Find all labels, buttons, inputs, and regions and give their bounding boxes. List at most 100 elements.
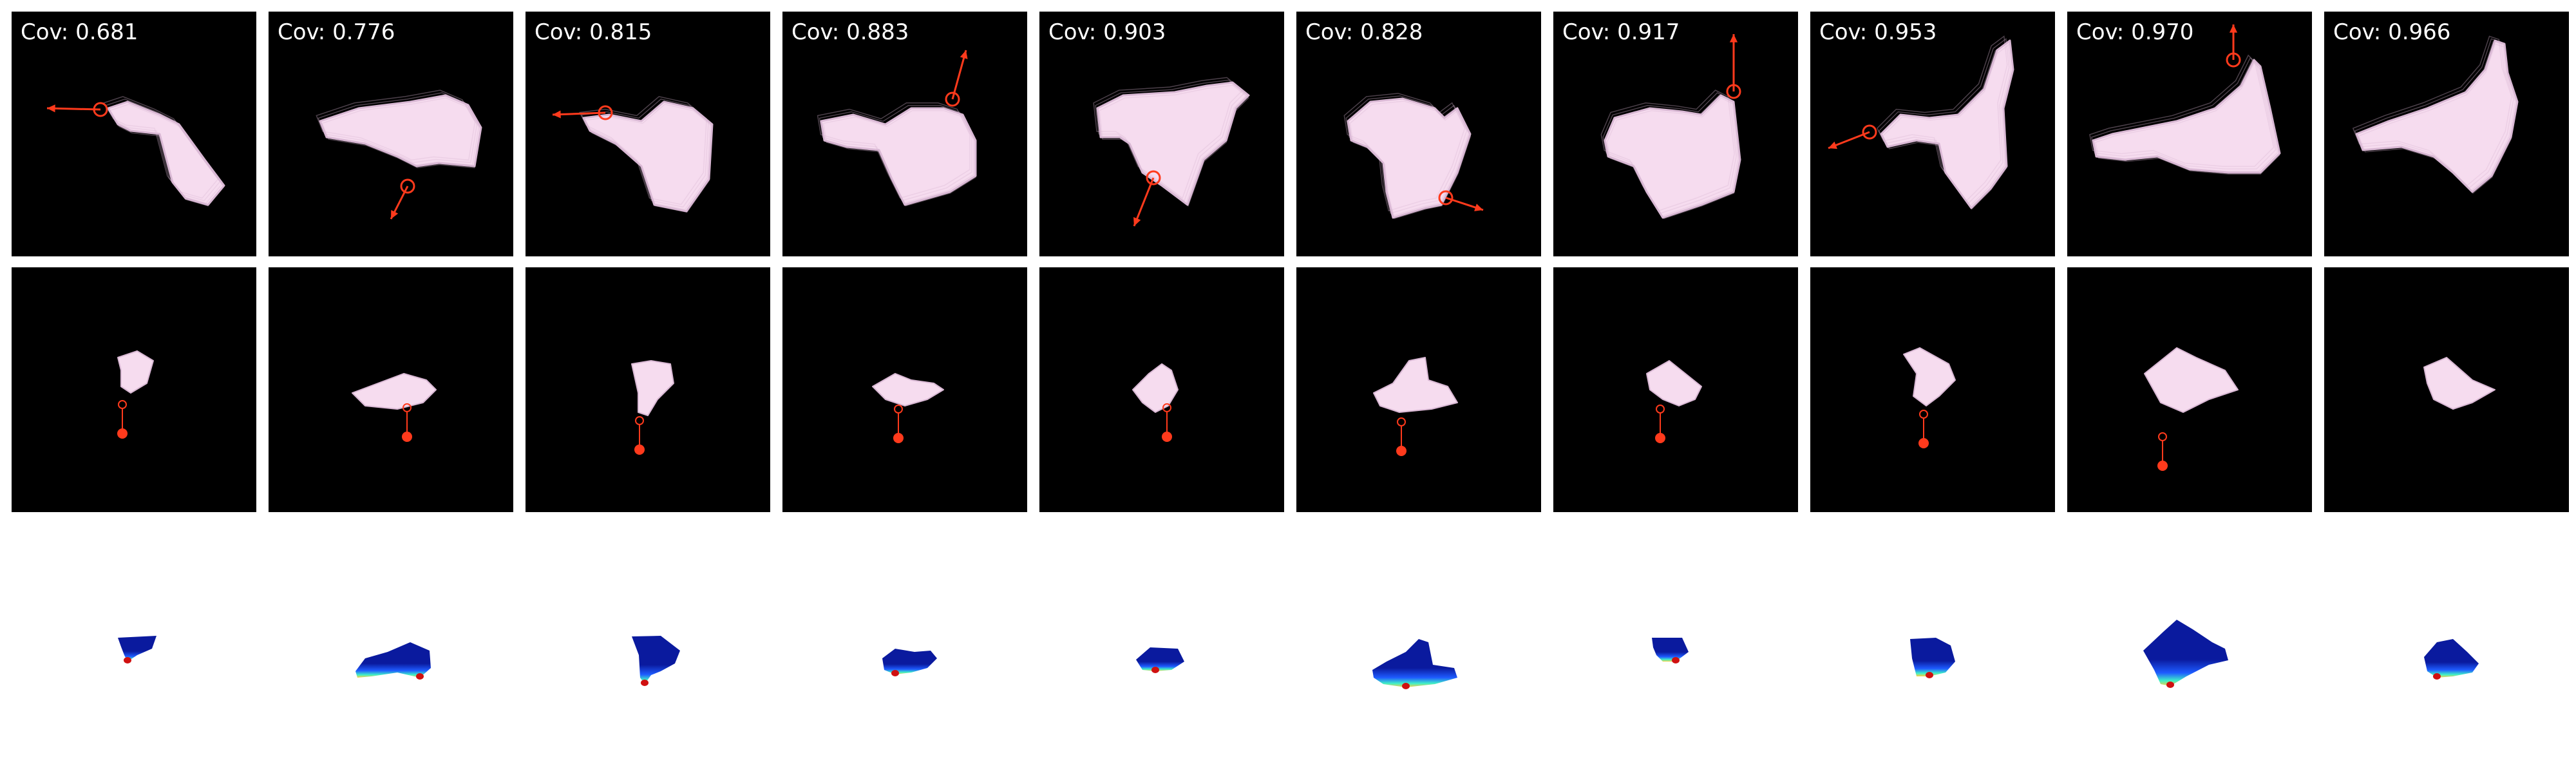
place-point <box>634 444 645 455</box>
depth-heatmap <box>2143 620 2228 688</box>
place-point <box>1918 438 1929 448</box>
heatmap-hotspot <box>2166 682 2174 688</box>
heatmap-blob <box>632 636 680 684</box>
depth-heatmap <box>632 636 680 686</box>
grasp-point <box>1146 170 1161 186</box>
cloth-shape <box>872 373 944 406</box>
camera-render <box>2144 347 2239 471</box>
rendered-view-tile: Cov: 0.883 <box>782 12 1027 256</box>
rendered-view-tile: Cov: 0.776 <box>269 12 513 256</box>
heatmap-tile <box>2067 523 2312 768</box>
cloth-shape <box>2355 39 2519 193</box>
arrow-head <box>391 210 399 219</box>
cloth-render <box>2352 35 2519 194</box>
place-point <box>1655 433 1665 443</box>
rendered-view-tile: Cov: 0.966 <box>2324 12 2569 256</box>
arrow-head <box>1474 204 1483 211</box>
camera-view-tile <box>2067 267 2312 512</box>
cloth-shape <box>2092 59 2281 174</box>
action-arrow <box>1133 177 1155 227</box>
heatmap-blob <box>1372 639 1457 687</box>
heatmap-blob <box>1136 647 1184 671</box>
cloth-render <box>1343 93 1484 220</box>
camera-render <box>1132 363 1179 442</box>
camera-render <box>1903 347 1956 448</box>
camera-render <box>872 373 944 443</box>
cloth-render <box>1828 35 2014 210</box>
grasp-point <box>93 102 108 117</box>
arrow-head <box>2229 24 2238 33</box>
grasp-point <box>894 405 903 414</box>
heatmap-hotspot <box>2433 673 2441 680</box>
cloth-shape <box>107 100 225 206</box>
cloth-shape <box>352 373 437 410</box>
camera-render <box>1646 360 1702 443</box>
rendered-view-tile: Cov: 0.917 <box>1553 12 1798 256</box>
heatmap-hotspot <box>124 657 131 663</box>
heatmap-hotspot <box>1402 683 1410 689</box>
camera-view-tile <box>269 267 513 512</box>
cloth-shape <box>1646 360 1702 406</box>
camera-render <box>2423 357 2496 410</box>
heatmap-tile <box>1553 523 1798 768</box>
place-point <box>117 428 128 439</box>
place-point <box>893 433 904 443</box>
grasp-point <box>598 105 613 120</box>
heatmap-blob <box>118 636 156 662</box>
heatmap-blob <box>1910 638 1955 676</box>
heatmap-tile <box>269 523 513 768</box>
cloth-render <box>1093 77 1250 227</box>
depth-heatmap <box>1372 639 1457 689</box>
cloth-shape <box>319 94 482 167</box>
grasp-point <box>1438 190 1454 205</box>
heatmap-blob <box>2143 620 2228 686</box>
cloth-shape <box>2144 347 2239 413</box>
grasp-point <box>635 416 644 425</box>
rendered-view-tile: Cov: 0.815 <box>526 12 770 256</box>
grasp-point <box>1397 417 1406 426</box>
cloth-shape <box>1132 363 1179 413</box>
camera-view-tile <box>1039 267 1284 512</box>
heatmap-tile <box>1296 523 1541 768</box>
camera-render <box>631 360 674 455</box>
coverage-label: Cov: 0.903 <box>1048 19 1166 45</box>
place-point <box>1162 432 1172 442</box>
camera-view-tile <box>526 267 770 512</box>
cloth-render <box>552 96 714 213</box>
cloth-shape <box>2423 357 2496 410</box>
heatmap-tile <box>12 523 256 768</box>
rendered-view-tile: Cov: 0.903 <box>1039 12 1284 256</box>
heatmap-tile <box>1039 523 1284 768</box>
heatmap-blob <box>355 642 431 678</box>
place-point <box>402 432 412 442</box>
cloth-shape <box>1096 81 1250 206</box>
camera-view-tile <box>1553 267 1798 512</box>
arrow-head <box>47 104 55 113</box>
coverage-label: Cov: 0.953 <box>1819 19 1937 45</box>
depth-heatmap <box>1652 638 1689 663</box>
grasp-point <box>1862 124 1877 140</box>
camera-view-tile <box>1296 267 1541 512</box>
heatmap-hotspot <box>1151 667 1159 673</box>
grasp-point <box>2226 52 2241 68</box>
heatmap-blob <box>1652 638 1689 662</box>
coverage-label: Cov: 0.970 <box>2076 19 2194 45</box>
coverage-label: Cov: 0.681 <box>21 19 138 45</box>
heatmap-blob <box>882 649 937 674</box>
heatmap-blob <box>2424 639 2479 678</box>
cloth-shape <box>1347 97 1472 219</box>
camera-render <box>117 350 154 439</box>
arrow-head <box>1133 217 1141 226</box>
coverage-label: Cov: 0.776 <box>278 19 395 45</box>
cloth-shape <box>1880 39 2014 209</box>
grasp-point <box>945 91 960 107</box>
heatmap-tile <box>782 523 1027 768</box>
cloth-render <box>46 96 225 207</box>
cloth-render <box>316 90 482 220</box>
heatmap-tile <box>526 523 770 768</box>
heatmap-hotspot <box>1672 657 1680 663</box>
action-arrow <box>951 50 967 100</box>
action-arrow <box>552 111 606 116</box>
depth-heatmap <box>1910 638 1955 678</box>
heatmap-hotspot <box>891 670 899 676</box>
